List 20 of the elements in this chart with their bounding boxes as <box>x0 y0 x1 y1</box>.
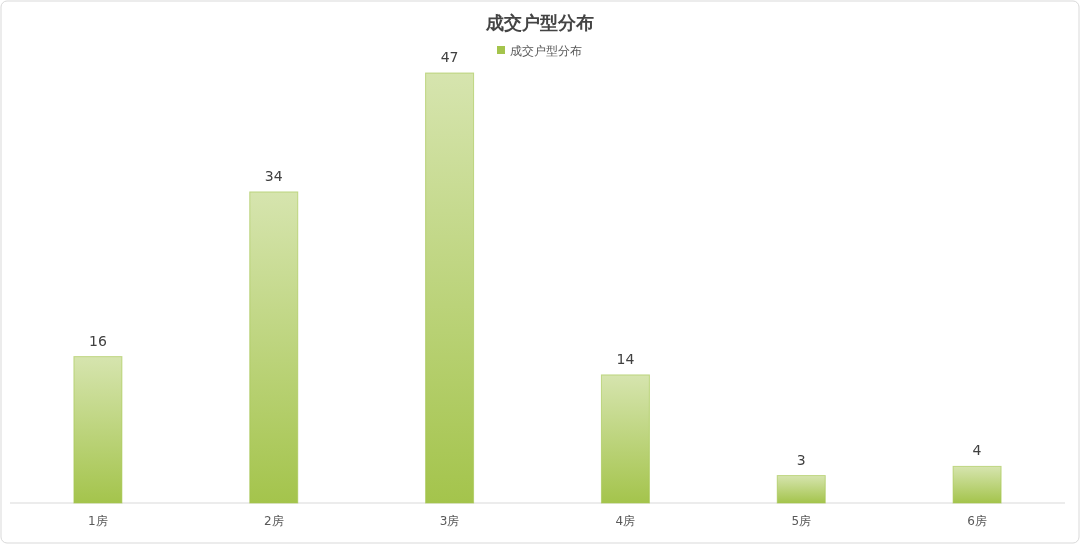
data-label: 14 <box>616 350 635 367</box>
bar <box>425 72 475 504</box>
bar <box>249 191 299 504</box>
x-tick-label: 3房 <box>439 514 460 528</box>
data-label: 16 <box>89 332 107 349</box>
data-label: 3 <box>796 451 806 468</box>
data-label: 34 <box>264 167 283 184</box>
bar <box>73 356 123 504</box>
bar <box>600 374 650 504</box>
x-tick-label: 4房 <box>615 514 636 528</box>
legend-label: 成交户型分布 <box>510 44 582 58</box>
x-tick-label: 5房 <box>791 514 812 528</box>
chart-title: 成交户型分布 <box>485 12 594 33</box>
x-tick-label: 1房 <box>88 514 108 528</box>
x-tick-label: 2房 <box>263 514 284 528</box>
x-tick-label: 6房 <box>967 514 987 528</box>
bar <box>776 475 826 504</box>
data-label: 47 <box>440 49 459 65</box>
bar <box>952 465 1002 504</box>
data-label: 4 <box>972 442 982 459</box>
